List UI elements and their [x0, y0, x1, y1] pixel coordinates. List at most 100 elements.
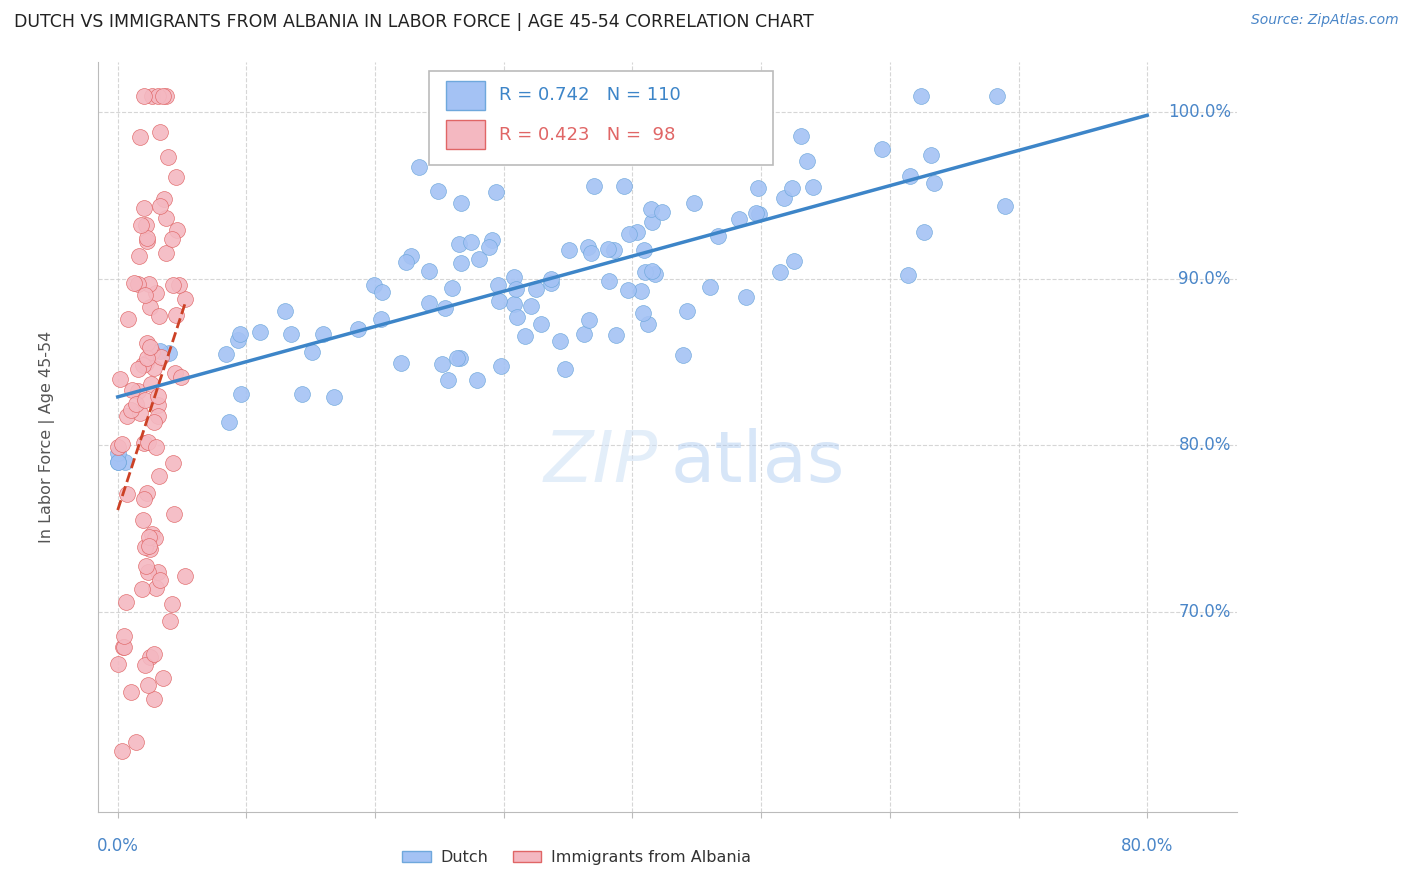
Immigrants from Albania	[132, 88, 155, 103]
Dutch	[596, 242, 619, 256]
Dutch	[460, 235, 482, 249]
Immigrants from Albania	[139, 649, 162, 664]
Immigrants from Albania	[138, 277, 160, 291]
Dutch	[745, 206, 768, 220]
Immigrants from Albania	[117, 312, 139, 326]
Dutch	[226, 334, 249, 348]
Text: R = 0.423   N =  98: R = 0.423 N = 98	[499, 126, 675, 144]
Dutch	[370, 312, 392, 326]
Dutch	[631, 306, 654, 320]
Dutch	[107, 446, 129, 460]
Immigrants from Albania	[148, 389, 170, 403]
Dutch	[641, 214, 664, 228]
Immigrants from Albania	[138, 678, 160, 692]
Dutch	[651, 204, 673, 219]
Immigrants from Albania	[152, 88, 174, 103]
Immigrants from Albania	[134, 658, 156, 673]
Text: 90.0%: 90.0%	[1178, 270, 1230, 288]
Dutch	[346, 322, 368, 336]
Text: Source: ZipAtlas.com: Source: ZipAtlas.com	[1251, 13, 1399, 28]
Dutch	[922, 176, 945, 190]
Dutch	[616, 283, 638, 297]
Dutch	[371, 285, 394, 299]
Immigrants from Albania	[150, 350, 173, 364]
Immigrants from Albania	[111, 744, 134, 758]
Immigrants from Albania	[141, 527, 163, 541]
Immigrants from Albania	[134, 392, 156, 407]
Dutch	[107, 455, 129, 469]
Dutch	[290, 386, 312, 401]
Dutch	[734, 290, 756, 304]
Immigrants from Albania	[143, 361, 166, 376]
Dutch	[506, 310, 529, 325]
Dutch	[682, 196, 704, 211]
Immigrants from Albania	[124, 397, 146, 411]
Immigrants from Albania	[145, 286, 167, 301]
Immigrants from Albania	[165, 308, 187, 322]
Text: 0.0%: 0.0%	[97, 837, 139, 855]
Dutch	[408, 160, 430, 174]
Dutch	[769, 265, 792, 279]
Immigrants from Albania	[138, 531, 160, 545]
Dutch	[783, 253, 806, 268]
Immigrants from Albania	[117, 487, 139, 501]
Immigrants from Albania	[155, 211, 177, 226]
Immigrants from Albania	[160, 232, 183, 246]
Dutch	[576, 240, 599, 254]
Immigrants from Albania	[148, 469, 170, 483]
Immigrants from Albania	[135, 234, 157, 248]
Dutch	[986, 88, 1008, 103]
Immigrants from Albania	[170, 370, 193, 384]
Dutch	[613, 178, 636, 193]
Dutch	[446, 351, 468, 366]
Dutch	[912, 225, 935, 239]
Dutch	[157, 345, 180, 359]
Dutch	[418, 263, 440, 277]
Dutch	[634, 265, 657, 279]
Immigrants from Albania	[135, 356, 157, 370]
Immigrants from Albania	[157, 150, 180, 164]
Immigrants from Albania	[134, 540, 156, 554]
Dutch	[630, 284, 652, 298]
Immigrants from Albania	[132, 358, 155, 372]
Dutch	[672, 348, 695, 362]
Dutch	[481, 233, 503, 247]
Immigrants from Albania	[142, 691, 165, 706]
Text: 80.0%: 80.0%	[1178, 436, 1230, 454]
Dutch	[449, 351, 471, 366]
Immigrants from Albania	[173, 292, 195, 306]
Immigrants from Albania	[173, 569, 195, 583]
Dutch	[637, 317, 659, 331]
Immigrants from Albania	[149, 125, 172, 139]
Dutch	[578, 313, 600, 327]
Dutch	[478, 240, 501, 254]
Immigrants from Albania	[152, 193, 174, 207]
Immigrants from Albania	[146, 409, 169, 423]
Dutch	[579, 246, 602, 260]
Immigrants from Albania	[107, 657, 129, 672]
Dutch	[394, 255, 416, 269]
Dutch	[229, 387, 252, 401]
Immigrants from Albania	[145, 581, 167, 595]
Text: atlas: atlas	[671, 427, 845, 497]
Dutch	[676, 304, 699, 318]
Dutch	[218, 415, 240, 429]
Immigrants from Albania	[165, 170, 187, 185]
Immigrants from Albania	[107, 441, 129, 455]
Immigrants from Albania	[141, 377, 163, 392]
Dutch	[440, 281, 463, 295]
Dutch	[910, 88, 932, 103]
Immigrants from Albania	[132, 491, 155, 506]
Immigrants from Albania	[135, 231, 157, 245]
Dutch	[707, 228, 730, 243]
Dutch	[605, 328, 627, 343]
Text: R = 0.742   N = 110: R = 0.742 N = 110	[499, 87, 681, 104]
Immigrants from Albania	[141, 344, 163, 359]
Dutch	[430, 357, 453, 371]
Immigrants from Albania	[169, 277, 191, 292]
Dutch	[598, 274, 620, 288]
Dutch	[872, 142, 894, 156]
Immigrants from Albania	[135, 351, 157, 365]
Dutch	[485, 185, 508, 199]
Immigrants from Albania	[148, 310, 170, 324]
